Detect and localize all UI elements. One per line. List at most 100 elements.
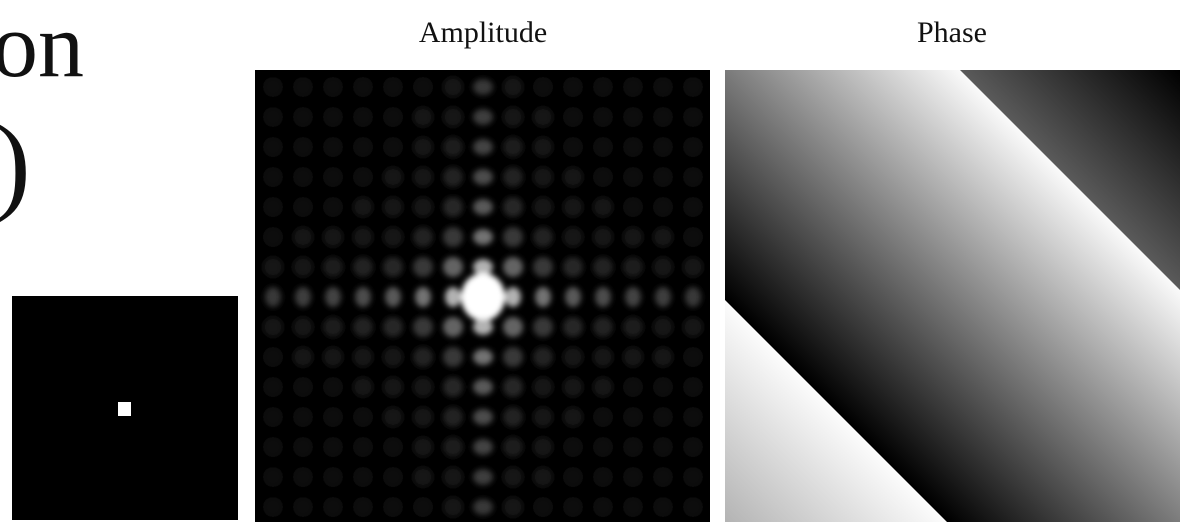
amplitude-lobe bbox=[413, 347, 433, 367]
amplitude-lobe bbox=[383, 317, 403, 337]
amplitude-lobe bbox=[293, 347, 313, 367]
amplitude-lobe bbox=[503, 77, 523, 97]
amplitude-lobe bbox=[535, 287, 551, 307]
amplitude-lobe bbox=[503, 197, 523, 217]
amplitude-lobe bbox=[263, 347, 283, 367]
amplitude-lobe bbox=[653, 167, 673, 187]
amplitude-lobe bbox=[323, 77, 343, 97]
amplitude-lobe bbox=[263, 227, 283, 247]
amplitude-lobe bbox=[323, 437, 343, 457]
amplitude-lobe bbox=[473, 169, 493, 185]
amplitude-lobe bbox=[323, 347, 343, 367]
amplitude-lobe bbox=[563, 377, 583, 397]
amplitude-lobe bbox=[443, 377, 463, 397]
amplitude-lobe bbox=[623, 467, 643, 487]
amplitude-lobe bbox=[653, 437, 673, 457]
amplitude-lobe bbox=[533, 467, 553, 487]
amplitude-lobe bbox=[683, 227, 703, 247]
amplitude-lobe bbox=[593, 107, 613, 127]
amplitude-lobe bbox=[323, 137, 343, 157]
amplitude-lobe bbox=[383, 377, 403, 397]
amplitude-lobe bbox=[293, 407, 313, 427]
amplitude-lobe bbox=[533, 107, 553, 127]
amplitude-lobe bbox=[655, 287, 671, 307]
amplitude-lobe bbox=[623, 167, 643, 187]
amplitude-lobe bbox=[503, 257, 523, 277]
amplitude-lobe bbox=[625, 287, 641, 307]
amplitude-lobe bbox=[293, 227, 313, 247]
amplitude-lobe bbox=[263, 77, 283, 97]
amplitude-lobe bbox=[593, 347, 613, 367]
amplitude-lobe bbox=[593, 437, 613, 457]
amplitude-lobe bbox=[293, 167, 313, 187]
amplitude-lobe bbox=[233, 227, 253, 247]
amplitude-lobe bbox=[503, 227, 523, 247]
amplitude-lobe bbox=[233, 137, 253, 157]
amplitude-lobe bbox=[593, 47, 613, 67]
amplitude-lobe bbox=[593, 317, 613, 337]
amplitude-lobe bbox=[383, 197, 403, 217]
amplitude-lobe bbox=[653, 407, 673, 427]
amplitude-lobe bbox=[325, 287, 341, 307]
amplitude-lobe bbox=[683, 347, 703, 367]
amplitude-lobe bbox=[563, 77, 583, 97]
phase-image bbox=[700, 70, 1182, 522]
amplitude-lobe bbox=[713, 47, 733, 67]
amplitude-lobe bbox=[293, 257, 313, 277]
amplitude-lobe bbox=[353, 77, 373, 97]
spatial-dot bbox=[118, 402, 131, 416]
amplitude-lobe bbox=[533, 257, 553, 277]
amplitude-lobe bbox=[383, 437, 403, 457]
amplitude-lobe bbox=[593, 407, 613, 427]
amplitude-lobe bbox=[563, 257, 583, 277]
amplitude-lobe bbox=[353, 377, 373, 397]
amplitude-lobe bbox=[503, 137, 523, 157]
amplitude-lobe bbox=[445, 287, 461, 307]
amplitude-lobe bbox=[323, 167, 343, 187]
amplitude-lobe bbox=[263, 257, 283, 277]
amplitude-lobe bbox=[653, 377, 673, 397]
amplitude-lobe bbox=[683, 407, 703, 427]
amplitude-lobe bbox=[293, 77, 313, 97]
amplitude-lobe bbox=[473, 109, 493, 125]
amplitude-lobe bbox=[565, 287, 581, 307]
amplitude-lobe bbox=[383, 77, 403, 97]
amplitude-lobe bbox=[623, 137, 643, 157]
amplitude-lobe bbox=[503, 167, 523, 187]
amplitude-lobe bbox=[683, 167, 703, 187]
amplitude-lobe bbox=[263, 377, 283, 397]
amplitude-lobe bbox=[683, 197, 703, 217]
amplitude-lobe bbox=[563, 347, 583, 367]
amplitude-lobe bbox=[293, 107, 313, 127]
amplitude-lobe bbox=[653, 257, 673, 277]
amplitude-lobe bbox=[503, 467, 523, 487]
amplitude-lobe bbox=[323, 47, 343, 67]
amplitude-lobe bbox=[593, 137, 613, 157]
amplitude-lobe bbox=[623, 227, 643, 247]
amplitude-lobe bbox=[383, 137, 403, 157]
amplitude-lobe bbox=[413, 497, 433, 517]
amplitude-lobe bbox=[383, 467, 403, 487]
amplitude-lobe bbox=[383, 407, 403, 427]
amplitude-lobe bbox=[353, 107, 373, 127]
amplitude-lobe bbox=[461, 273, 505, 321]
amplitude-lobe bbox=[413, 227, 433, 247]
amplitude-lobe bbox=[383, 107, 403, 127]
amplitude-lobe bbox=[263, 497, 283, 517]
amplitude-lobe bbox=[595, 287, 611, 307]
amplitude-lobe bbox=[293, 317, 313, 337]
amplitude-lobe bbox=[443, 107, 463, 127]
amplitude-lobe bbox=[533, 437, 553, 457]
amplitude-lobe bbox=[443, 77, 463, 97]
amplitude-lobe bbox=[683, 257, 703, 277]
amplitude-lobe bbox=[383, 47, 403, 67]
amplitude-lobe bbox=[413, 77, 433, 97]
amplitude-lobe bbox=[473, 499, 493, 515]
figure: on ) Amplitude Phase bbox=[0, 0, 1182, 522]
amplitude-lobe bbox=[533, 317, 553, 337]
amplitude-lobe bbox=[533, 167, 553, 187]
amplitude-lobe bbox=[295, 287, 311, 307]
amplitude-lobe bbox=[505, 287, 521, 307]
amplitude-lobe bbox=[413, 407, 433, 427]
amplitude-lobe bbox=[563, 467, 583, 487]
